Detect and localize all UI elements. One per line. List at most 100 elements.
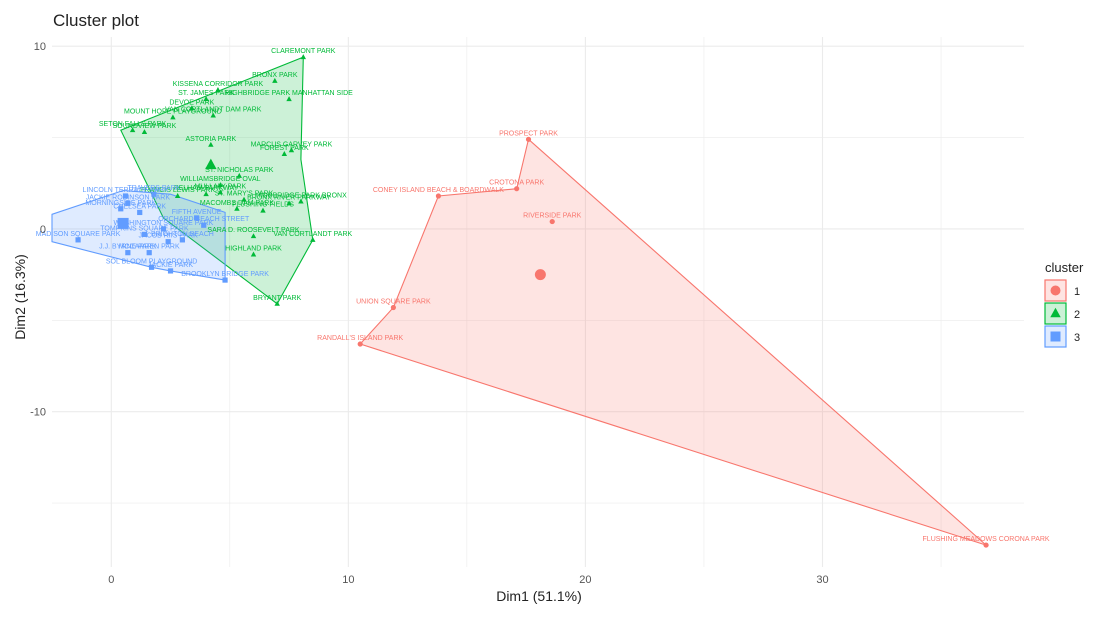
cluster-3-point xyxy=(160,226,167,232)
point-label: HIGHBRIDGE PARK MANHATTAN SIDE xyxy=(225,90,353,97)
cluster-2-point xyxy=(236,172,243,178)
cluster-2-point xyxy=(234,205,240,211)
cluster-2-point xyxy=(250,251,257,257)
cluster-3-point xyxy=(201,222,207,228)
cluster-3-point xyxy=(146,250,152,256)
x-tick-label: 30 xyxy=(816,574,828,586)
point-label: ST. JAMES PARK xyxy=(178,90,234,97)
y-axis-title: Dim2 (16.3%) xyxy=(12,254,28,340)
cluster-2-point xyxy=(250,233,257,239)
y-tick-label: -10 xyxy=(30,407,46,419)
point-label: CONEY ISLAND BEACH & BOARDWALK xyxy=(373,187,504,194)
cluster-3-point xyxy=(222,277,228,283)
cluster-2-point xyxy=(215,87,221,92)
point-label: JACKIE PARK xyxy=(148,262,193,269)
cluster-3-point xyxy=(137,209,143,216)
cluster-3-point xyxy=(165,239,171,245)
cluster-2-point xyxy=(217,182,224,188)
point-label: CHELSEA PARK xyxy=(113,203,166,210)
cluster-1-point xyxy=(514,186,520,192)
point-label: FLUSHING FIELDS xyxy=(232,202,294,209)
point-label: MULLALY PARK xyxy=(194,183,246,190)
x-tick-label: 20 xyxy=(579,574,591,586)
point-label: DEVOE PARK xyxy=(169,99,214,106)
point-label: MOUNT HOPE PLAYGROUND xyxy=(124,108,222,115)
point-label: ST. MARY'S PARK xyxy=(215,191,274,198)
cluster-3-point xyxy=(141,231,148,237)
cluster-1-point xyxy=(549,218,555,225)
point-label: J.J. BYRNE PARK xyxy=(99,244,157,251)
legend-label-2: 2 xyxy=(1074,309,1080,321)
legend-symbol-3 xyxy=(1050,331,1061,342)
cluster-centroids xyxy=(117,158,546,281)
point-label: VAN CORTLANDT PARK xyxy=(273,231,352,238)
point-label: JACKIE ROBINSON PARK xyxy=(86,194,171,201)
point-label: PELHAM PARKWAY xyxy=(174,185,239,192)
data-points xyxy=(75,54,989,548)
point-label: RIVERSIDE PARK xyxy=(523,213,582,220)
legend-label-3: 3 xyxy=(1074,332,1080,344)
x-axis-title: Dim1 (51.1%) xyxy=(496,588,582,604)
cluster-3-point xyxy=(122,193,129,199)
cluster-3-point xyxy=(151,191,157,197)
cluster-2-point xyxy=(217,189,224,195)
cluster-2-point xyxy=(310,236,316,242)
cluster-2-point xyxy=(241,196,247,202)
cluster-2-point xyxy=(129,127,136,133)
cluster-2-point xyxy=(272,77,278,83)
cluster-2-centroid xyxy=(205,158,217,170)
point-label: RANDALL'S ISLAND PARK xyxy=(317,335,403,342)
point-label: TOMPKINS SQUARE PARK xyxy=(100,225,189,232)
point-label: ORCHARD BEACH STREET xyxy=(158,216,250,223)
x-tick-label: 0 xyxy=(108,574,114,586)
point-label: SOUNDVIEW PARK xyxy=(113,123,177,130)
cluster-1-hull xyxy=(359,138,987,546)
point-label: WASHINGTON SQUARE PARK xyxy=(114,220,214,227)
cluster-3-point xyxy=(148,264,155,270)
tick-labels: 0 10 20 30 10 0 -10 xyxy=(30,41,829,586)
y-tick-label: 0 xyxy=(40,224,46,236)
cluster-2-point xyxy=(288,147,295,153)
point-label: CROTONA PARK xyxy=(489,180,544,187)
point-label: MCCARREN PARK xyxy=(119,244,180,251)
point-label: LINCOLN TERRACE PARK xyxy=(82,187,168,194)
point-label: BRYANT PARK xyxy=(253,295,301,302)
cluster-2-point xyxy=(286,200,292,206)
point-label: MADISON SQUARE PARK xyxy=(36,231,121,238)
cluster-1-centroid xyxy=(534,269,546,281)
cluster-1-point xyxy=(357,341,363,347)
cluster-2-point xyxy=(300,54,307,60)
point-label: UNION SQUARE PARK xyxy=(356,298,431,305)
point-label: BRIGHTON BEACH xyxy=(151,231,214,238)
cluster-2-point xyxy=(260,207,266,213)
point-label: SARA D. ROOSEVELT PARK xyxy=(207,227,300,234)
point-label: HIGHLAND PARK xyxy=(225,245,282,252)
cluster-2-point xyxy=(203,191,209,197)
cluster-2-point xyxy=(298,198,304,204)
point-label: FRANCIS LEWIS PARK xyxy=(140,187,215,194)
point-label: JACOB RIIS PARK xyxy=(138,233,198,240)
cluster-2-point xyxy=(203,96,209,102)
cluster-3-point xyxy=(194,215,200,221)
point-label: SOL BLOOM PLAYGROUND xyxy=(106,258,197,265)
cluster-3-point xyxy=(75,237,81,243)
point-label: ASTORIA PARK xyxy=(185,136,236,143)
legend-symbol-2 xyxy=(1050,307,1061,318)
cluster-3-centroid xyxy=(117,217,129,229)
cluster-3-point xyxy=(167,268,174,274)
legend-symbol-1 xyxy=(1050,285,1061,296)
chart-title: Cluster plot xyxy=(53,11,139,30)
point-label: CLAREMONT PARK xyxy=(271,48,336,55)
point-label: MACOMBS DAM PARK xyxy=(200,200,274,207)
cluster-2-point xyxy=(274,300,280,306)
point-label: HIGHBRIDGE PARK BRONX xyxy=(255,192,347,199)
point-label: FLUSHING MEADOWS CORONA PARK xyxy=(923,536,1050,543)
cluster-3-point xyxy=(118,206,124,212)
cluster-2-point xyxy=(286,96,292,102)
x-tick-label: 10 xyxy=(342,574,354,586)
cluster-1-point xyxy=(983,542,989,548)
cluster-hulls xyxy=(51,56,987,546)
point-label: BRONX RIVER PARKWAY xyxy=(247,194,331,201)
point-label: VAN CORTLANDT DAM PARK xyxy=(165,107,262,114)
